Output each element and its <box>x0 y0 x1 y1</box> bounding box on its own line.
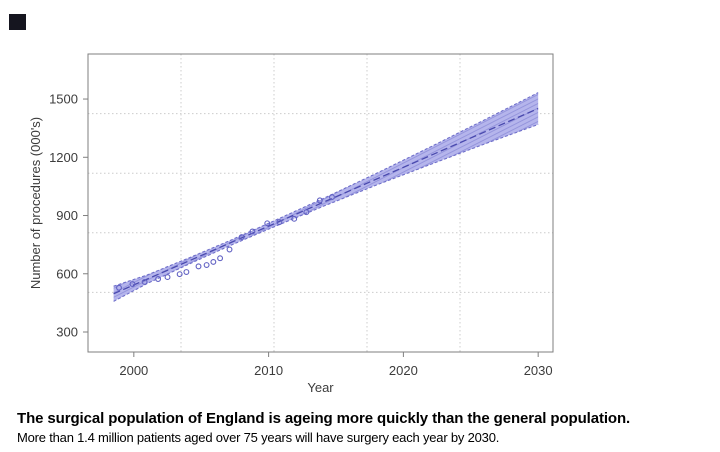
data-point <box>329 194 335 201</box>
x-axis-title: Year <box>307 380 334 395</box>
data-point <box>217 255 224 262</box>
plot-border <box>87 53 554 353</box>
data-point <box>276 219 283 226</box>
confidence-band-upper-edge <box>113 92 539 287</box>
data-point <box>183 269 190 275</box>
y-tick-label: 600 <box>56 266 78 281</box>
trend-line <box>113 107 539 295</box>
data-point <box>129 281 136 288</box>
data-point <box>176 271 183 278</box>
data-point <box>164 274 171 281</box>
y-axis-title: Number of procedures (000's) <box>28 117 43 289</box>
x-tick-label: 2020 <box>389 363 418 378</box>
data-point <box>155 276 162 282</box>
data-point <box>291 215 298 222</box>
y-tick-label: 1200 <box>49 150 78 165</box>
y-tick-label: 300 <box>56 325 78 340</box>
grid-lines <box>88 54 553 352</box>
data-point <box>264 220 271 227</box>
data-point <box>238 234 245 241</box>
x-tick-label: 2030 <box>524 363 553 378</box>
data-point <box>316 197 323 204</box>
data-point <box>249 228 256 235</box>
confidence-band <box>113 92 539 302</box>
y-tick-label: 1500 <box>49 92 78 107</box>
surgical-procedures-forecast-chart: 2000 2010 2020 2030 300 600 900 1200 1500 Year Num… <box>28 53 554 395</box>
data-point <box>226 246 233 253</box>
data-point <box>303 209 310 216</box>
y-tick-label: 900 <box>56 208 78 223</box>
x-tick-label: 2000 <box>119 363 148 378</box>
caption-subtext: More than 1.4 million patients aged over… <box>17 430 500 445</box>
x-tick-label: 2010 <box>254 363 283 378</box>
caption-headline: The surgical population of England is ag… <box>17 410 631 427</box>
corner-marker <box>9 14 26 30</box>
confidence-band-lower-edge <box>113 123 539 302</box>
axes: 2000 2010 2020 2030 300 600 900 1200 1500 <box>49 92 553 378</box>
chart-caption: The surgical population of England is ag… <box>17 410 717 445</box>
data-point <box>195 263 202 270</box>
data-point <box>141 278 148 285</box>
data-point <box>203 262 210 268</box>
data-point <box>116 284 122 291</box>
data-point <box>210 258 217 265</box>
data-points <box>116 194 335 291</box>
